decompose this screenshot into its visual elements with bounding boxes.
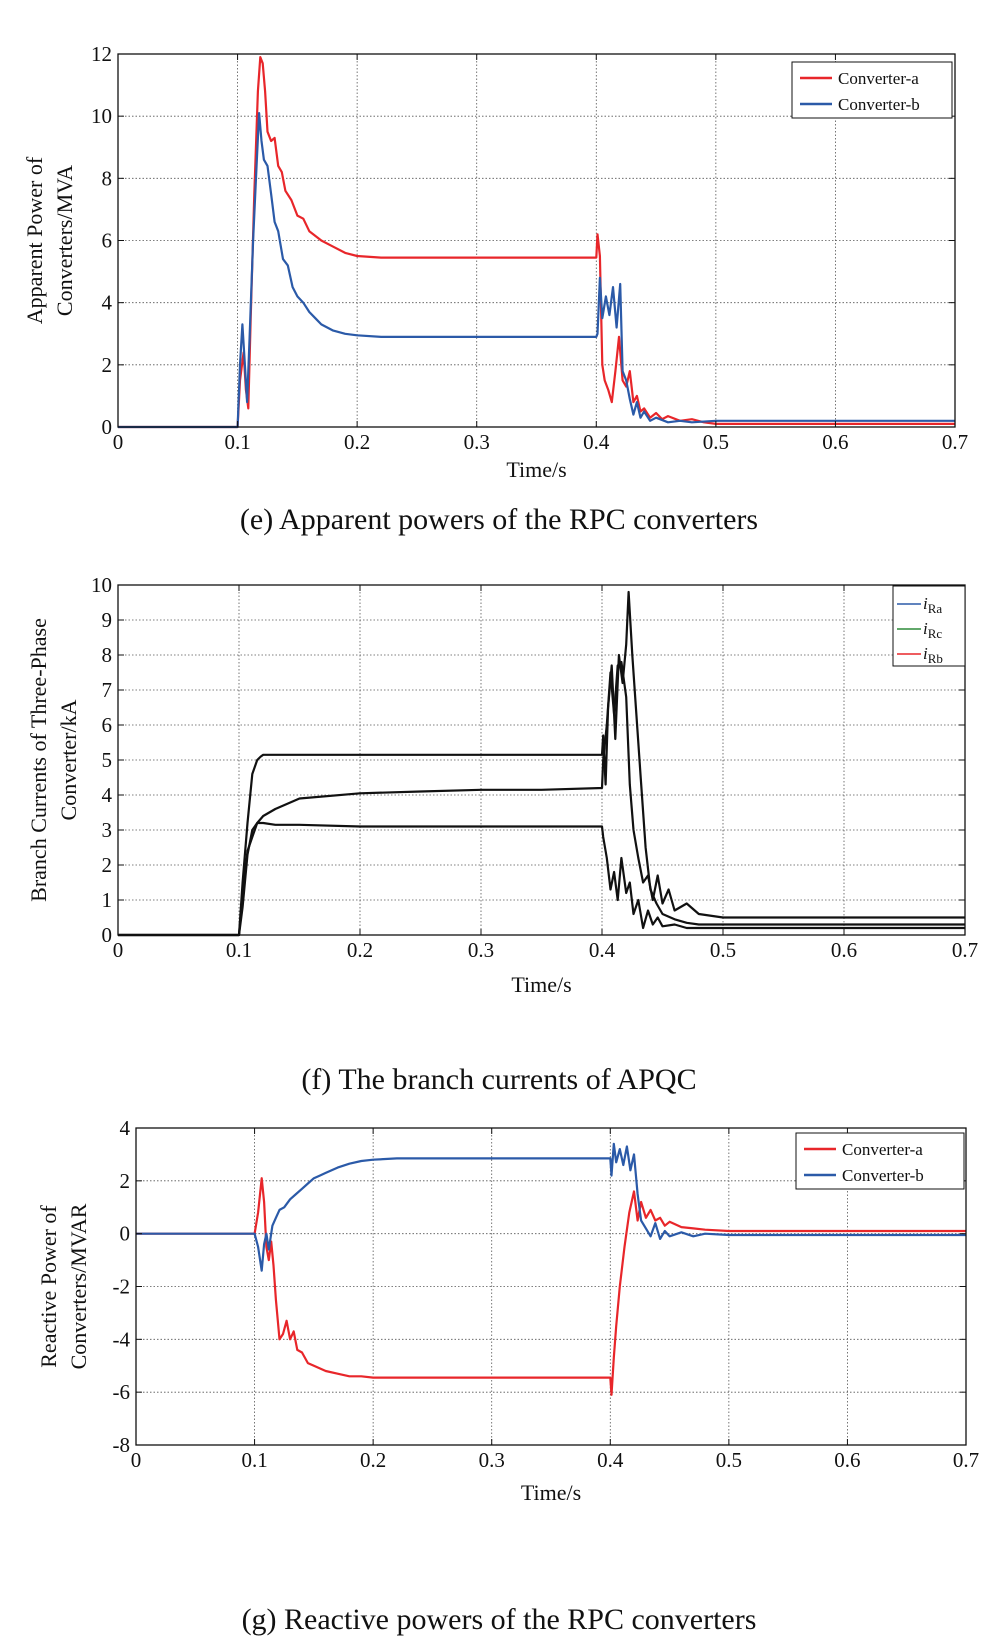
x-tick-label: 0.4	[583, 430, 610, 454]
legend-label: iRb	[923, 644, 943, 666]
legend-label: Converter-b	[838, 95, 920, 114]
y-tick-label: 6	[102, 229, 113, 253]
x-tick-label: 0.2	[347, 938, 373, 962]
y-axis-label: Apparent Power of	[22, 156, 47, 324]
y-tick-label: 8	[102, 166, 113, 190]
x-tick-label: 0.3	[464, 430, 490, 454]
y-tick-label: 2	[120, 1169, 131, 1193]
caption-g: (g) Reactive powers of the RPC converter…	[241, 1603, 757, 1636]
y-tick-label: 0	[102, 415, 113, 439]
x-tick-label: 0.5	[710, 938, 736, 962]
chart-panel-g: 0 0.1 0.2 0.3 0.4 0.5 0.6 0.7 -8 -6 -4 -2 0 2 4 Time/s R…	[0, 1116, 998, 1652]
x-tick-label: 0.1	[224, 430, 250, 454]
x-axis-label: Time/s	[506, 457, 566, 482]
x-tick-label: 0.3	[479, 1448, 505, 1472]
legend-box	[791, 61, 953, 119]
y-tick-label: -6	[113, 1380, 131, 1404]
x-tick-label: 0.4	[597, 1448, 624, 1472]
y-tick-label: 4	[102, 783, 113, 807]
x-tick-label: 0.5	[716, 1448, 742, 1472]
legend-box	[892, 585, 966, 667]
y-tick-label: 10	[91, 573, 112, 597]
legend-label: Converter-a	[838, 69, 919, 88]
x-tick-label: 0.2	[344, 430, 370, 454]
y-axis-label: Reactive Power of	[36, 1205, 61, 1368]
caption-e: (e) Apparent powers of the RPC converter…	[239, 503, 759, 536]
y-tick-label: -2	[113, 1275, 131, 1299]
x-tick-label: 0.1	[226, 938, 252, 962]
y-tick-label: 1	[102, 888, 113, 912]
y-tick-label: 7	[102, 678, 113, 702]
x-tick-label: 0.7	[942, 430, 968, 454]
y-tick-label: 0	[120, 1222, 131, 1246]
x-tick-label: 0.3	[468, 938, 494, 962]
y-tick-label: 4	[102, 291, 113, 315]
x-axis-label: Time/s	[521, 1480, 581, 1505]
y-axis-label: Branch Currents of Three-Phase	[26, 618, 51, 902]
x-tick-label: 0.1	[241, 1448, 267, 1472]
legend-box	[795, 1132, 965, 1190]
legend-label: Converter-b	[842, 1166, 924, 1185]
x-tick-label: 0.7	[953, 1448, 979, 1472]
y-axis-label: Converters/MVAR	[66, 1203, 91, 1369]
legend-label: Converter-a	[842, 1140, 923, 1159]
y-tick-label: 2	[102, 353, 113, 377]
x-tick-label: 0	[113, 430, 124, 454]
x-tick-label: 0.4	[589, 938, 616, 962]
x-tick-label: 0.2	[360, 1448, 386, 1472]
y-tick-label: 9	[102, 608, 113, 632]
y-tick-label: 8	[102, 643, 113, 667]
x-tick-label: 0.7	[952, 938, 978, 962]
x-tick-label: 0.5	[703, 430, 729, 454]
y-tick-label: -4	[113, 1327, 131, 1351]
chart-g: 0 0.1 0.2 0.3 0.4 0.5 0.6 0.7 -8 -6 -4 -2 0 2 4 Time/s R…	[36, 1116, 979, 1505]
series-line-3	[118, 821, 965, 937]
y-axis-label: Converter/kA	[56, 699, 81, 820]
y-tick-label: 3	[102, 818, 113, 842]
chart-f: 0 0.1 0.2 0.3 0.4 0.5 0.6 0.7 0 1 2 3 4 5 6 7 8 9 10 Time/s…	[26, 573, 978, 997]
y-tick-label: 4	[120, 1116, 131, 1140]
y-tick-label: 0	[102, 923, 113, 947]
x-axis-label: Time/s	[511, 972, 571, 997]
legend-label: iRc	[923, 619, 942, 641]
series-line-1	[118, 55, 955, 429]
y-tick-label: -8	[113, 1433, 131, 1457]
x-tick-label: 0.6	[831, 938, 857, 962]
series-line-2	[118, 111, 955, 429]
y-tick-label: 5	[102, 748, 113, 772]
legend-label: iRa	[923, 594, 942, 616]
x-tick-label: 0.6	[822, 430, 848, 454]
chart-panel-e: 0 0.1 0.2 0.3 0.4 0.5 0.6 0.7 0 2 4 6 8 10 12 Time/s App…	[0, 0, 998, 580]
x-tick-label: 0	[113, 938, 124, 962]
series-line-1	[118, 590, 965, 937]
y-tick-label: 6	[102, 713, 113, 737]
series-line-2	[136, 1142, 966, 1272]
series-line-2	[118, 660, 965, 937]
chart-panel-f: 0 0.1 0.2 0.3 0.4 0.5 0.6 0.7 0 1 2 3 4 5 6 7 8 9 10 Time/s…	[0, 573, 998, 1125]
x-tick-label: 0	[131, 1448, 142, 1472]
x-tick-label: 0.6	[834, 1448, 860, 1472]
y-axis-label: Converters/MVA	[52, 165, 77, 316]
y-tick-label: 2	[102, 853, 113, 877]
caption-f: (f) The branch currents of APQC	[301, 1063, 697, 1096]
chart-e: 0 0.1 0.2 0.3 0.4 0.5 0.6 0.7 0 2 4 6 8 10 12 Time/s App…	[22, 42, 968, 482]
y-tick-label: 12	[91, 42, 112, 66]
y-tick-label: 10	[91, 104, 112, 128]
series-line-1	[136, 1177, 966, 1396]
